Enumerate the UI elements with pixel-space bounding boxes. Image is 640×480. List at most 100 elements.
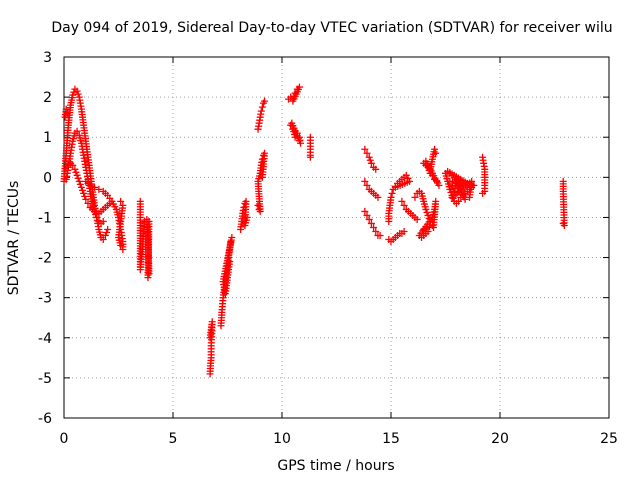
data-point [404, 174, 412, 182]
data-point [365, 215, 373, 223]
y-tick-label: 2 [43, 90, 52, 106]
data-point [432, 149, 440, 157]
data-point [103, 228, 111, 236]
data-point [79, 186, 87, 194]
y-tick-label: 3 [43, 50, 52, 66]
data-point [145, 217, 153, 225]
data-point [387, 193, 395, 201]
data-point [82, 195, 90, 203]
data-points [60, 83, 568, 378]
data-point [430, 223, 438, 231]
series-sat-h [217, 234, 236, 330]
data-point [261, 97, 269, 105]
data-point [84, 199, 92, 207]
data-point [363, 181, 371, 189]
data-point [363, 149, 371, 157]
grid-lines [64, 57, 609, 418]
y-tick-label: -2 [38, 251, 52, 267]
x-tick-label: 0 [60, 431, 69, 447]
series-sat-w [442, 167, 478, 207]
x-tick-label: 5 [169, 431, 178, 447]
data-point [431, 145, 439, 153]
data-point [374, 193, 382, 201]
y-tick-label: 0 [43, 170, 52, 186]
data-point [398, 197, 406, 205]
data-point [424, 211, 432, 219]
series-sat-j [254, 149, 269, 215]
y-tick-label: -4 [38, 331, 52, 347]
data-point [95, 185, 103, 193]
x-tick-label: 15 [382, 431, 400, 447]
data-point [400, 201, 408, 209]
series-sat-y [559, 177, 568, 229]
series-sat-i [237, 197, 251, 233]
series-sat-g [206, 318, 216, 378]
data-point [376, 231, 384, 239]
plot-frame [63, 56, 610, 419]
data-point [69, 161, 77, 169]
data-point [370, 223, 378, 231]
y-tick-label: 1 [43, 130, 52, 146]
data-point [117, 197, 125, 205]
data-point [62, 105, 70, 113]
data-point [367, 219, 375, 227]
data-point [69, 91, 77, 99]
series-sat-c [64, 159, 116, 217]
data-point [400, 227, 408, 235]
data-point [64, 111, 72, 119]
x-axis-title: GPS time / hours [277, 458, 394, 474]
data-point [448, 193, 456, 201]
data-point [447, 188, 455, 196]
data-point [306, 153, 314, 161]
chart-title: Day 094 of 2019, Sidereal Day-to-day VTE… [51, 20, 612, 36]
series-sat-x [479, 153, 489, 197]
data-point [99, 217, 107, 225]
data-point [559, 219, 567, 227]
y-tick-labels: 3 2 1 0 -1 -2 -3 -4 -5 -6 [38, 50, 52, 427]
data-point [73, 171, 81, 179]
data-point [101, 231, 109, 239]
series-sat-v [420, 145, 443, 189]
x-tick-label: 20 [491, 431, 509, 447]
data-point [363, 211, 371, 219]
series-sat-e [61, 105, 72, 121]
data-point [92, 210, 100, 218]
data-point [258, 103, 266, 111]
data-point [119, 246, 127, 254]
data-point [361, 177, 369, 185]
data-point [291, 133, 299, 141]
series-sat-k [254, 97, 269, 133]
data-point [361, 145, 369, 153]
data-point [70, 88, 78, 96]
y-tick-label: -3 [38, 291, 52, 307]
data-point [372, 227, 380, 235]
data-point [402, 171, 410, 179]
y-axis-title: SDTVAR / TECUs [6, 181, 22, 296]
x-tick-label: 25 [600, 431, 618, 447]
data-point [243, 213, 251, 221]
series-sat-m [287, 119, 305, 147]
data-point [367, 159, 375, 167]
data-point [365, 153, 373, 161]
data-point [388, 189, 396, 197]
data-point [104, 225, 112, 233]
data-point [71, 165, 79, 173]
data-point [73, 127, 81, 135]
y-tick-label: -6 [38, 411, 52, 427]
data-point [145, 270, 153, 278]
data-point [91, 183, 99, 191]
x-tick-labels: 0 5 10 15 20 25 [60, 431, 618, 447]
data-point [455, 197, 463, 205]
series-sat-t [398, 197, 421, 223]
data-point [86, 181, 94, 189]
series-sat-r [385, 227, 408, 246]
data-point [119, 201, 127, 209]
data-point [391, 183, 399, 191]
y-tick-label: -1 [38, 210, 52, 226]
data-point [372, 165, 380, 173]
data-point [361, 207, 369, 215]
data-point [80, 189, 88, 197]
data-point [76, 180, 84, 188]
